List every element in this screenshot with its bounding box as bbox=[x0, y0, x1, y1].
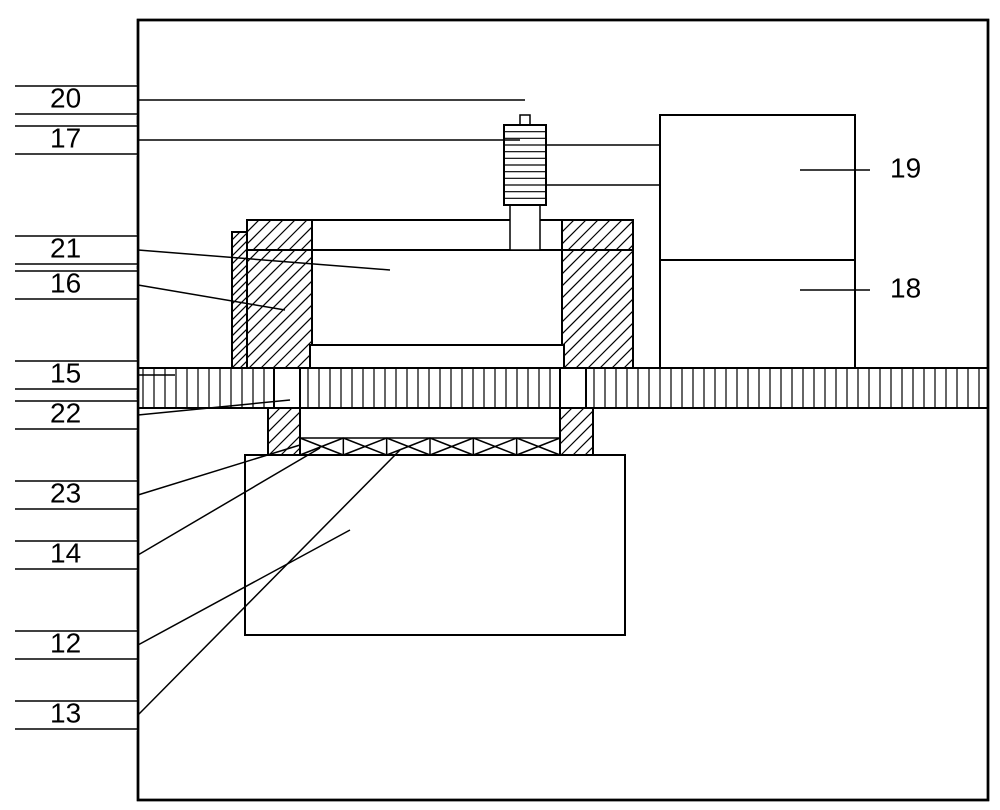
callout-label-21: 21 bbox=[50, 232, 81, 263]
callout-label-12: 12 bbox=[50, 627, 81, 658]
callout-label-15: 15 bbox=[50, 357, 81, 388]
callout-label-14: 14 bbox=[50, 537, 81, 568]
callout-label-17: 17 bbox=[50, 122, 81, 153]
callout-label-22: 22 bbox=[50, 397, 81, 428]
callout-label-20: 20 bbox=[50, 82, 81, 113]
engineering-diagram: 20 17 21 16 15 22 23 14 12 13 19 18 bbox=[0, 0, 1000, 810]
callout-label-16: 16 bbox=[50, 267, 81, 298]
callout-label-18: 18 bbox=[890, 272, 921, 303]
callout-label-13: 13 bbox=[50, 697, 81, 728]
callout-label-23: 23 bbox=[50, 477, 81, 508]
callout-label-19: 19 bbox=[890, 152, 921, 183]
